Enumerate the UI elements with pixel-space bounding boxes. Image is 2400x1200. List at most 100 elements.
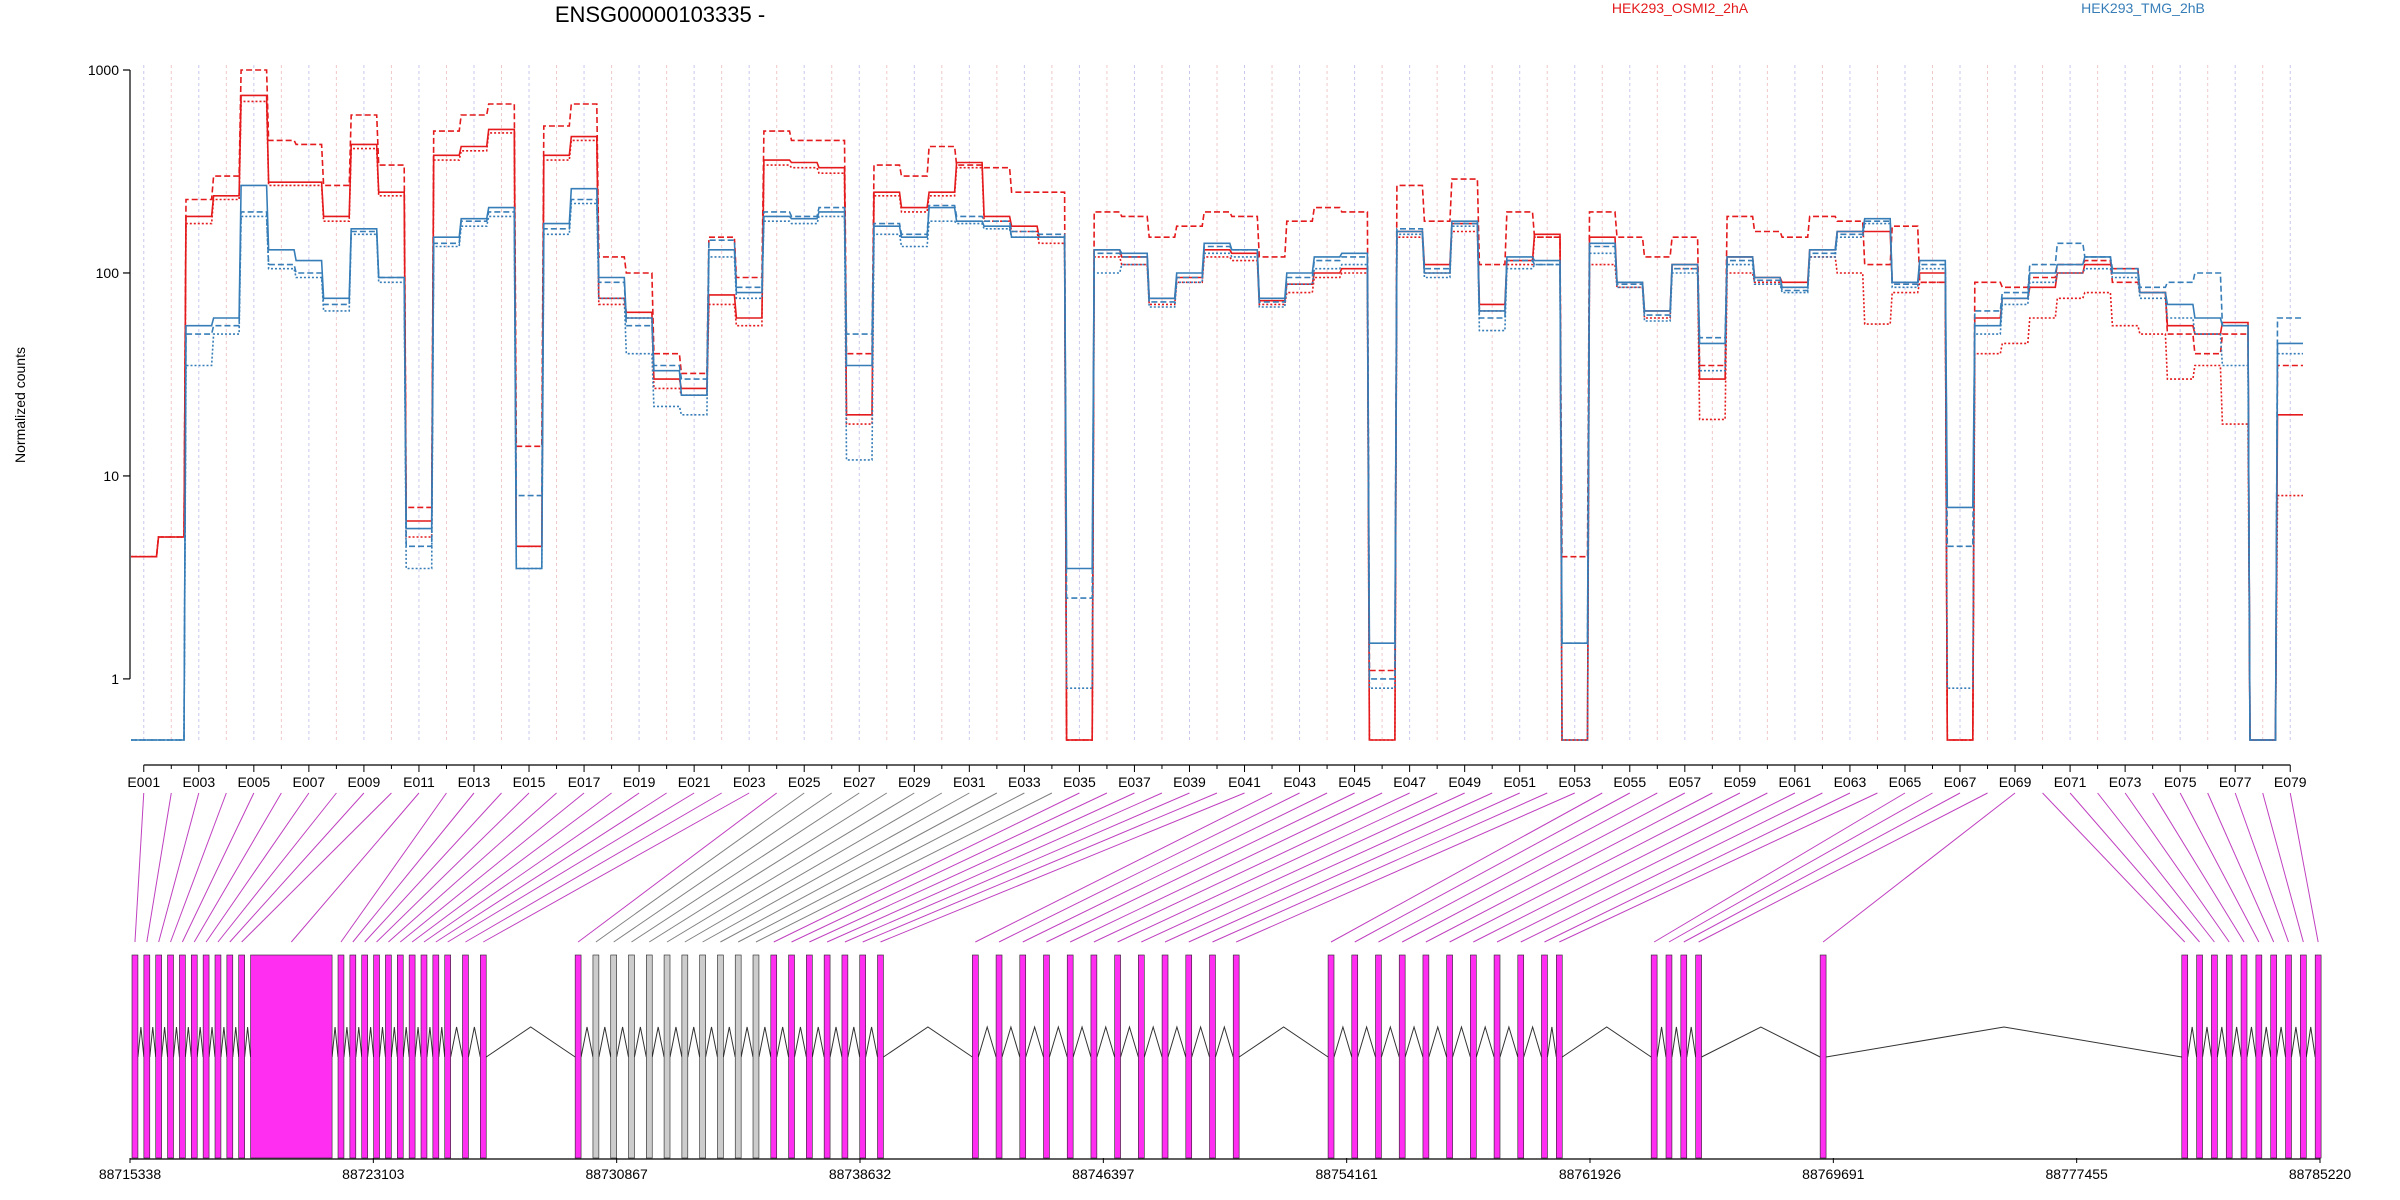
intron-line bbox=[1333, 1025, 1353, 1058]
exon-block bbox=[663, 954, 671, 1159]
intron-line bbox=[1561, 1026, 1652, 1058]
y-tick-label: 1000 bbox=[88, 62, 119, 78]
intron-line bbox=[1072, 1025, 1092, 1058]
intron-line bbox=[184, 1026, 192, 1058]
exon-connector bbox=[1520, 792, 1823, 943]
intron-line bbox=[1825, 1026, 2182, 1058]
exon-connector bbox=[862, 792, 1218, 943]
exon-connector bbox=[720, 792, 998, 943]
exon-connector bbox=[577, 792, 777, 943]
intron-line bbox=[1656, 1026, 1667, 1058]
x-tick-label: E005 bbox=[237, 774, 270, 790]
intron-line bbox=[355, 1026, 363, 1058]
exon-block bbox=[841, 954, 849, 1159]
intron-line bbox=[137, 1026, 145, 1058]
coordinate-tick-label: 88754161 bbox=[1316, 1166, 1379, 1182]
intron-line bbox=[2246, 1026, 2257, 1058]
intron-line bbox=[883, 1026, 973, 1058]
intron-line bbox=[331, 1026, 339, 1058]
coordinate-tick-label: 88723103 bbox=[342, 1166, 405, 1182]
x-tick-label: E029 bbox=[898, 774, 931, 790]
exon-connector bbox=[352, 792, 475, 943]
exon-block bbox=[214, 954, 222, 1159]
x-tick-label: E017 bbox=[568, 774, 601, 790]
exon-block bbox=[155, 954, 162, 1159]
exon-block bbox=[1351, 954, 1359, 1159]
exon-connector bbox=[2179, 792, 2260, 943]
exon-block bbox=[1161, 954, 1169, 1159]
intron-line bbox=[1499, 1025, 1519, 1058]
series-line bbox=[131, 202, 2303, 741]
exon-block bbox=[131, 954, 139, 1159]
exon-connector bbox=[241, 792, 392, 943]
exon-block bbox=[645, 954, 653, 1159]
series-line bbox=[131, 184, 2303, 741]
exon-connector bbox=[1683, 792, 1961, 943]
intron-line bbox=[776, 1026, 790, 1058]
exon-block bbox=[2181, 954, 2189, 1159]
intron-line bbox=[1048, 1025, 1068, 1058]
y-tick-label: 1 bbox=[111, 671, 119, 687]
exon-connector bbox=[1093, 792, 1410, 943]
exon-connector bbox=[1069, 792, 1383, 943]
x-tick-label: E051 bbox=[1503, 774, 1536, 790]
exon-block bbox=[1232, 954, 1240, 1159]
exon-connector bbox=[465, 792, 722, 943]
exon-block bbox=[770, 954, 778, 1159]
exon-connector bbox=[1354, 792, 1631, 943]
exon-block bbox=[1695, 954, 1702, 1159]
x-tick-label: E037 bbox=[1118, 774, 1151, 790]
exon-connector bbox=[193, 792, 282, 943]
exon-block bbox=[1470, 954, 1477, 1159]
exon-block bbox=[1114, 954, 1121, 1159]
y-axis-label: Normalized counts bbox=[12, 347, 28, 463]
intron-line bbox=[1238, 1026, 1329, 1058]
exon-connector bbox=[998, 792, 1300, 943]
x-tick-label: E059 bbox=[1724, 774, 1757, 790]
exon-connector bbox=[1559, 792, 1878, 943]
exon-connector bbox=[376, 792, 530, 943]
exon-connector bbox=[205, 792, 310, 943]
intron-line bbox=[722, 1026, 736, 1058]
intron-line bbox=[669, 1026, 683, 1058]
chart-title: ENSG00000103335 - bbox=[555, 2, 765, 27]
x-tick-label: E019 bbox=[623, 774, 656, 790]
exon-block bbox=[1138, 954, 1145, 1159]
exon-connector bbox=[146, 792, 172, 943]
intron-line bbox=[2231, 1026, 2242, 1058]
intron-line bbox=[1428, 1025, 1448, 1058]
coordinate-tick-label: 88738632 bbox=[829, 1166, 892, 1182]
intron-line bbox=[2305, 1026, 2316, 1058]
exon-connector bbox=[2234, 792, 2289, 943]
exon-connector bbox=[1653, 792, 1906, 943]
intron-line bbox=[450, 1026, 464, 1058]
exon-connector bbox=[1188, 792, 1520, 943]
exon-connector bbox=[399, 792, 585, 943]
intron-line bbox=[1380, 1025, 1400, 1058]
exon-block bbox=[1446, 954, 1453, 1159]
intron-line bbox=[485, 1026, 576, 1058]
intron-line bbox=[1523, 1025, 1542, 1058]
intron-line bbox=[2216, 1026, 2227, 1058]
y-tick-label: 100 bbox=[96, 265, 120, 281]
legend-entry-osmi2: HEK293_OSMI2_2hA bbox=[1612, 0, 1749, 16]
intron-line bbox=[1404, 1025, 1424, 1058]
exon-connector bbox=[737, 792, 1025, 943]
x-tick-label: E021 bbox=[678, 774, 711, 790]
coordinate-tick-label: 88785220 bbox=[2289, 1166, 2352, 1182]
exon-block bbox=[420, 954, 428, 1159]
exon-connector bbox=[447, 792, 695, 943]
exon-block bbox=[859, 954, 866, 1159]
exon-block bbox=[2314, 954, 2322, 1159]
exon-block bbox=[806, 954, 813, 1159]
x-tick-label: E025 bbox=[788, 774, 821, 790]
exon-connector bbox=[1212, 792, 1548, 943]
exon-connector bbox=[702, 792, 970, 943]
x-tick-label: E045 bbox=[1338, 774, 1371, 790]
series-line bbox=[131, 100, 2303, 741]
exon-block bbox=[2300, 954, 2307, 1159]
exon-block bbox=[1422, 954, 1430, 1159]
exon-block bbox=[480, 954, 487, 1159]
intron-line bbox=[687, 1026, 701, 1058]
intron-line bbox=[705, 1026, 718, 1058]
